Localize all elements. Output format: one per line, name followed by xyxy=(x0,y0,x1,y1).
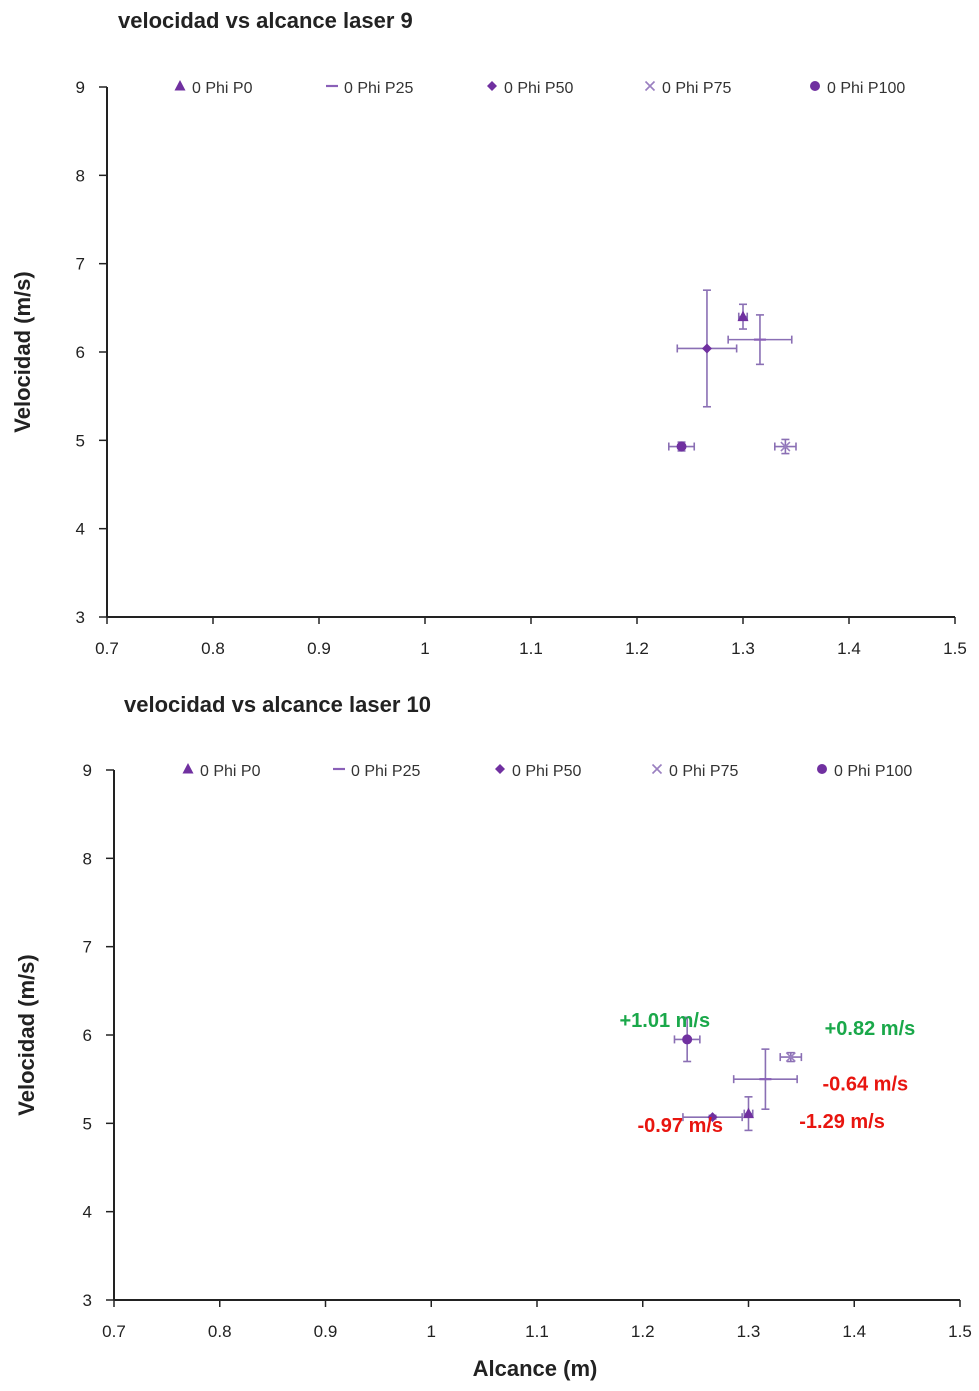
y-tick-label: 4 xyxy=(83,1203,92,1222)
data-point xyxy=(707,1112,718,1123)
legend-marker xyxy=(817,764,827,774)
delta-annotation: -0.97 m/s xyxy=(637,1115,723,1137)
legend-label: 0 Phi P100 xyxy=(827,80,905,97)
legend-marker xyxy=(487,81,497,91)
x-tick-label: 1.4 xyxy=(837,639,861,658)
x-tick-label: 0.7 xyxy=(95,639,119,658)
legend-label: 0 Phi P100 xyxy=(834,763,912,780)
x-tick-label: 1.2 xyxy=(631,1322,655,1341)
chart-title: velocidad vs alcance laser 9 xyxy=(118,8,413,33)
x-tick-label: 1 xyxy=(420,639,429,658)
legend-label: 0 Phi P75 xyxy=(662,80,731,97)
chart-panel-2: velocidad vs alcance laser 10 3 4 5 6 7 8 9 0.7 0… xyxy=(14,692,972,1381)
x-tick-label: 1.4 xyxy=(842,1322,866,1341)
y-tick-label: 3 xyxy=(76,608,85,627)
y-tick-label: 8 xyxy=(76,166,85,185)
x-tick-label: 0.8 xyxy=(208,1322,232,1341)
x-axis-label: Alcance (m) xyxy=(473,1356,598,1381)
x-tick-label: 0.9 xyxy=(307,639,331,658)
delta-annotation: +1.01 m/s xyxy=(619,1010,710,1032)
y-tick-label: 8 xyxy=(83,849,92,868)
legend-label: 0 Phi P50 xyxy=(504,80,573,97)
y-tick-label: 4 xyxy=(76,520,85,539)
data-point xyxy=(676,441,687,452)
legend-label: 0 Phi P75 xyxy=(669,763,738,780)
chart-panel-1: velocidad vs alcance laser 9 3 4 5 6 7 8 9 0.7 0.… xyxy=(10,8,967,658)
legend-marker xyxy=(495,764,505,774)
legend-label: 0 Phi P25 xyxy=(344,80,413,97)
y-tick-label: 9 xyxy=(83,761,92,780)
data-point xyxy=(785,1052,796,1063)
y-tick-label: 6 xyxy=(83,1026,92,1045)
legend-marker xyxy=(182,763,194,774)
data-point xyxy=(701,343,712,354)
x-tick-label: 1.3 xyxy=(737,1322,761,1341)
y-tick-label: 9 xyxy=(76,78,85,97)
delta-annotation: -1.29 m/s xyxy=(799,1111,885,1133)
y-tick-label: 6 xyxy=(76,343,85,362)
delta-annotation: -0.64 m/s xyxy=(823,1074,909,1096)
y-tick-label: 7 xyxy=(76,255,85,274)
x-tick-label: 1.5 xyxy=(943,639,967,658)
y-tick-label: 5 xyxy=(83,1114,92,1133)
x-tick-label: 1.1 xyxy=(519,639,543,658)
legend-label: 0 Phi P50 xyxy=(512,763,581,780)
y-axis-label: Velocidad (m/s) xyxy=(14,954,39,1115)
data-point xyxy=(743,1107,754,1119)
x-tick-label: 1.1 xyxy=(525,1322,549,1341)
x-tick-label: 0.7 xyxy=(102,1322,126,1341)
legend-label: 0 Phi P0 xyxy=(192,80,253,97)
y-tick-label: 7 xyxy=(83,938,92,957)
legend-marker xyxy=(651,763,663,775)
legend-label: 0 Phi P0 xyxy=(200,763,261,780)
x-tick-label: 1.5 xyxy=(948,1322,972,1341)
y-tick-label: 3 xyxy=(83,1291,92,1310)
x-tick-label: 0.8 xyxy=(201,639,225,658)
legend-marker xyxy=(810,81,820,91)
delta-annotation: +0.82 m/s xyxy=(825,1018,916,1040)
legend-marker xyxy=(644,80,656,92)
error-bars xyxy=(779,1051,803,1063)
legend-label: 0 Phi P25 xyxy=(351,763,420,780)
chart-title: velocidad vs alcance laser 10 xyxy=(124,692,431,717)
x-tick-label: 0.9 xyxy=(314,1322,338,1341)
y-tick-label: 5 xyxy=(76,431,85,450)
y-axis-label: Velocidad (m/s) xyxy=(10,271,35,432)
x-tick-label: 1.2 xyxy=(625,639,649,658)
data-point xyxy=(780,441,791,452)
data-point xyxy=(682,1034,693,1045)
data-point xyxy=(737,310,749,322)
x-tick-label: 1 xyxy=(427,1322,436,1341)
x-tick-label: 1.3 xyxy=(731,639,755,658)
legend-marker xyxy=(174,80,186,91)
